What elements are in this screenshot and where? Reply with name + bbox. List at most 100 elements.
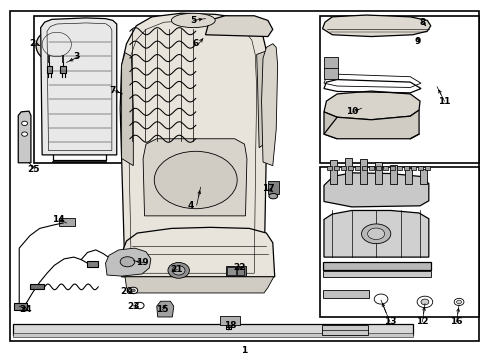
Bar	[324, 57, 337, 79]
Text: 3: 3	[73, 52, 79, 61]
Bar	[334, 166, 339, 170]
PathPatch shape	[122, 227, 274, 277]
Bar	[30, 284, 43, 289]
Bar	[13, 324, 412, 335]
Bar	[59, 218, 75, 226]
Bar	[424, 166, 429, 170]
PathPatch shape	[122, 53, 133, 166]
Text: 12: 12	[415, 317, 428, 326]
Bar	[404, 168, 411, 184]
Text: 21: 21	[170, 265, 182, 274]
Text: 11: 11	[437, 96, 450, 105]
Bar	[87, 261, 98, 267]
Bar	[322, 262, 430, 270]
Bar	[396, 166, 401, 170]
Bar	[322, 271, 430, 277]
Ellipse shape	[268, 193, 277, 199]
Bar	[389, 165, 396, 184]
Bar	[329, 159, 336, 184]
Bar	[354, 166, 359, 170]
PathPatch shape	[324, 211, 428, 257]
Bar	[341, 166, 346, 170]
Text: 25: 25	[27, 165, 40, 174]
Bar	[368, 166, 373, 170]
Circle shape	[172, 266, 184, 275]
Ellipse shape	[154, 151, 237, 209]
Bar	[322, 290, 368, 298]
Ellipse shape	[361, 224, 390, 244]
Text: 9: 9	[413, 37, 420, 46]
PathPatch shape	[324, 173, 428, 207]
Circle shape	[21, 121, 27, 126]
Text: 24: 24	[20, 305, 32, 314]
Text: 2: 2	[29, 39, 36, 48]
Bar	[419, 169, 427, 184]
Bar	[417, 166, 422, 170]
Text: 18: 18	[223, 321, 236, 330]
PathPatch shape	[41, 18, 117, 155]
Text: 6: 6	[192, 39, 199, 48]
Bar	[410, 166, 415, 170]
PathPatch shape	[205, 16, 272, 37]
Text: 4: 4	[187, 201, 194, 210]
Bar	[267, 181, 278, 194]
Bar	[403, 166, 408, 170]
Text: 1: 1	[241, 346, 247, 355]
Bar	[320, 167, 478, 317]
Text: 8: 8	[419, 18, 425, 27]
Text: 17: 17	[261, 184, 274, 193]
Bar	[389, 166, 394, 170]
PathPatch shape	[324, 91, 419, 120]
Circle shape	[373, 294, 387, 304]
PathPatch shape	[125, 277, 273, 293]
PathPatch shape	[157, 301, 173, 317]
Circle shape	[131, 289, 135, 292]
Text: 20: 20	[120, 287, 132, 296]
Bar	[375, 166, 380, 170]
PathPatch shape	[322, 15, 430, 37]
Bar	[227, 267, 236, 275]
PathPatch shape	[324, 110, 418, 139]
Circle shape	[456, 300, 461, 304]
Bar	[382, 166, 387, 170]
Circle shape	[167, 262, 189, 278]
Bar	[13, 333, 412, 337]
Bar	[46, 66, 52, 73]
Text: 15: 15	[156, 305, 168, 314]
PathPatch shape	[18, 111, 31, 163]
Ellipse shape	[171, 13, 215, 28]
Bar	[374, 162, 382, 184]
Ellipse shape	[367, 228, 384, 239]
Text: 7: 7	[109, 86, 116, 95]
Bar	[321, 325, 367, 335]
Text: 19: 19	[136, 258, 148, 267]
PathPatch shape	[120, 13, 267, 277]
Bar	[60, 66, 66, 73]
Text: 23: 23	[127, 302, 139, 311]
Bar	[347, 166, 352, 170]
Bar	[359, 159, 366, 184]
Circle shape	[21, 132, 27, 136]
PathPatch shape	[324, 112, 336, 139]
Circle shape	[135, 302, 144, 309]
PathPatch shape	[143, 139, 246, 216]
Text: 13: 13	[383, 317, 395, 326]
Text: 10: 10	[345, 107, 357, 116]
Text: 16: 16	[449, 317, 462, 326]
Ellipse shape	[36, 28, 77, 63]
Text: 22: 22	[233, 264, 245, 273]
Bar	[362, 166, 366, 170]
PathPatch shape	[256, 51, 267, 148]
Circle shape	[416, 296, 432, 308]
Circle shape	[420, 299, 428, 305]
PathPatch shape	[105, 248, 151, 276]
Bar	[320, 17, 478, 163]
Bar	[225, 266, 246, 276]
Circle shape	[453, 298, 463, 306]
Text: 5: 5	[190, 16, 196, 25]
Circle shape	[129, 287, 138, 294]
Bar	[220, 316, 239, 325]
PathPatch shape	[261, 44, 277, 166]
Bar	[327, 166, 331, 170]
Bar	[34, 16, 206, 163]
